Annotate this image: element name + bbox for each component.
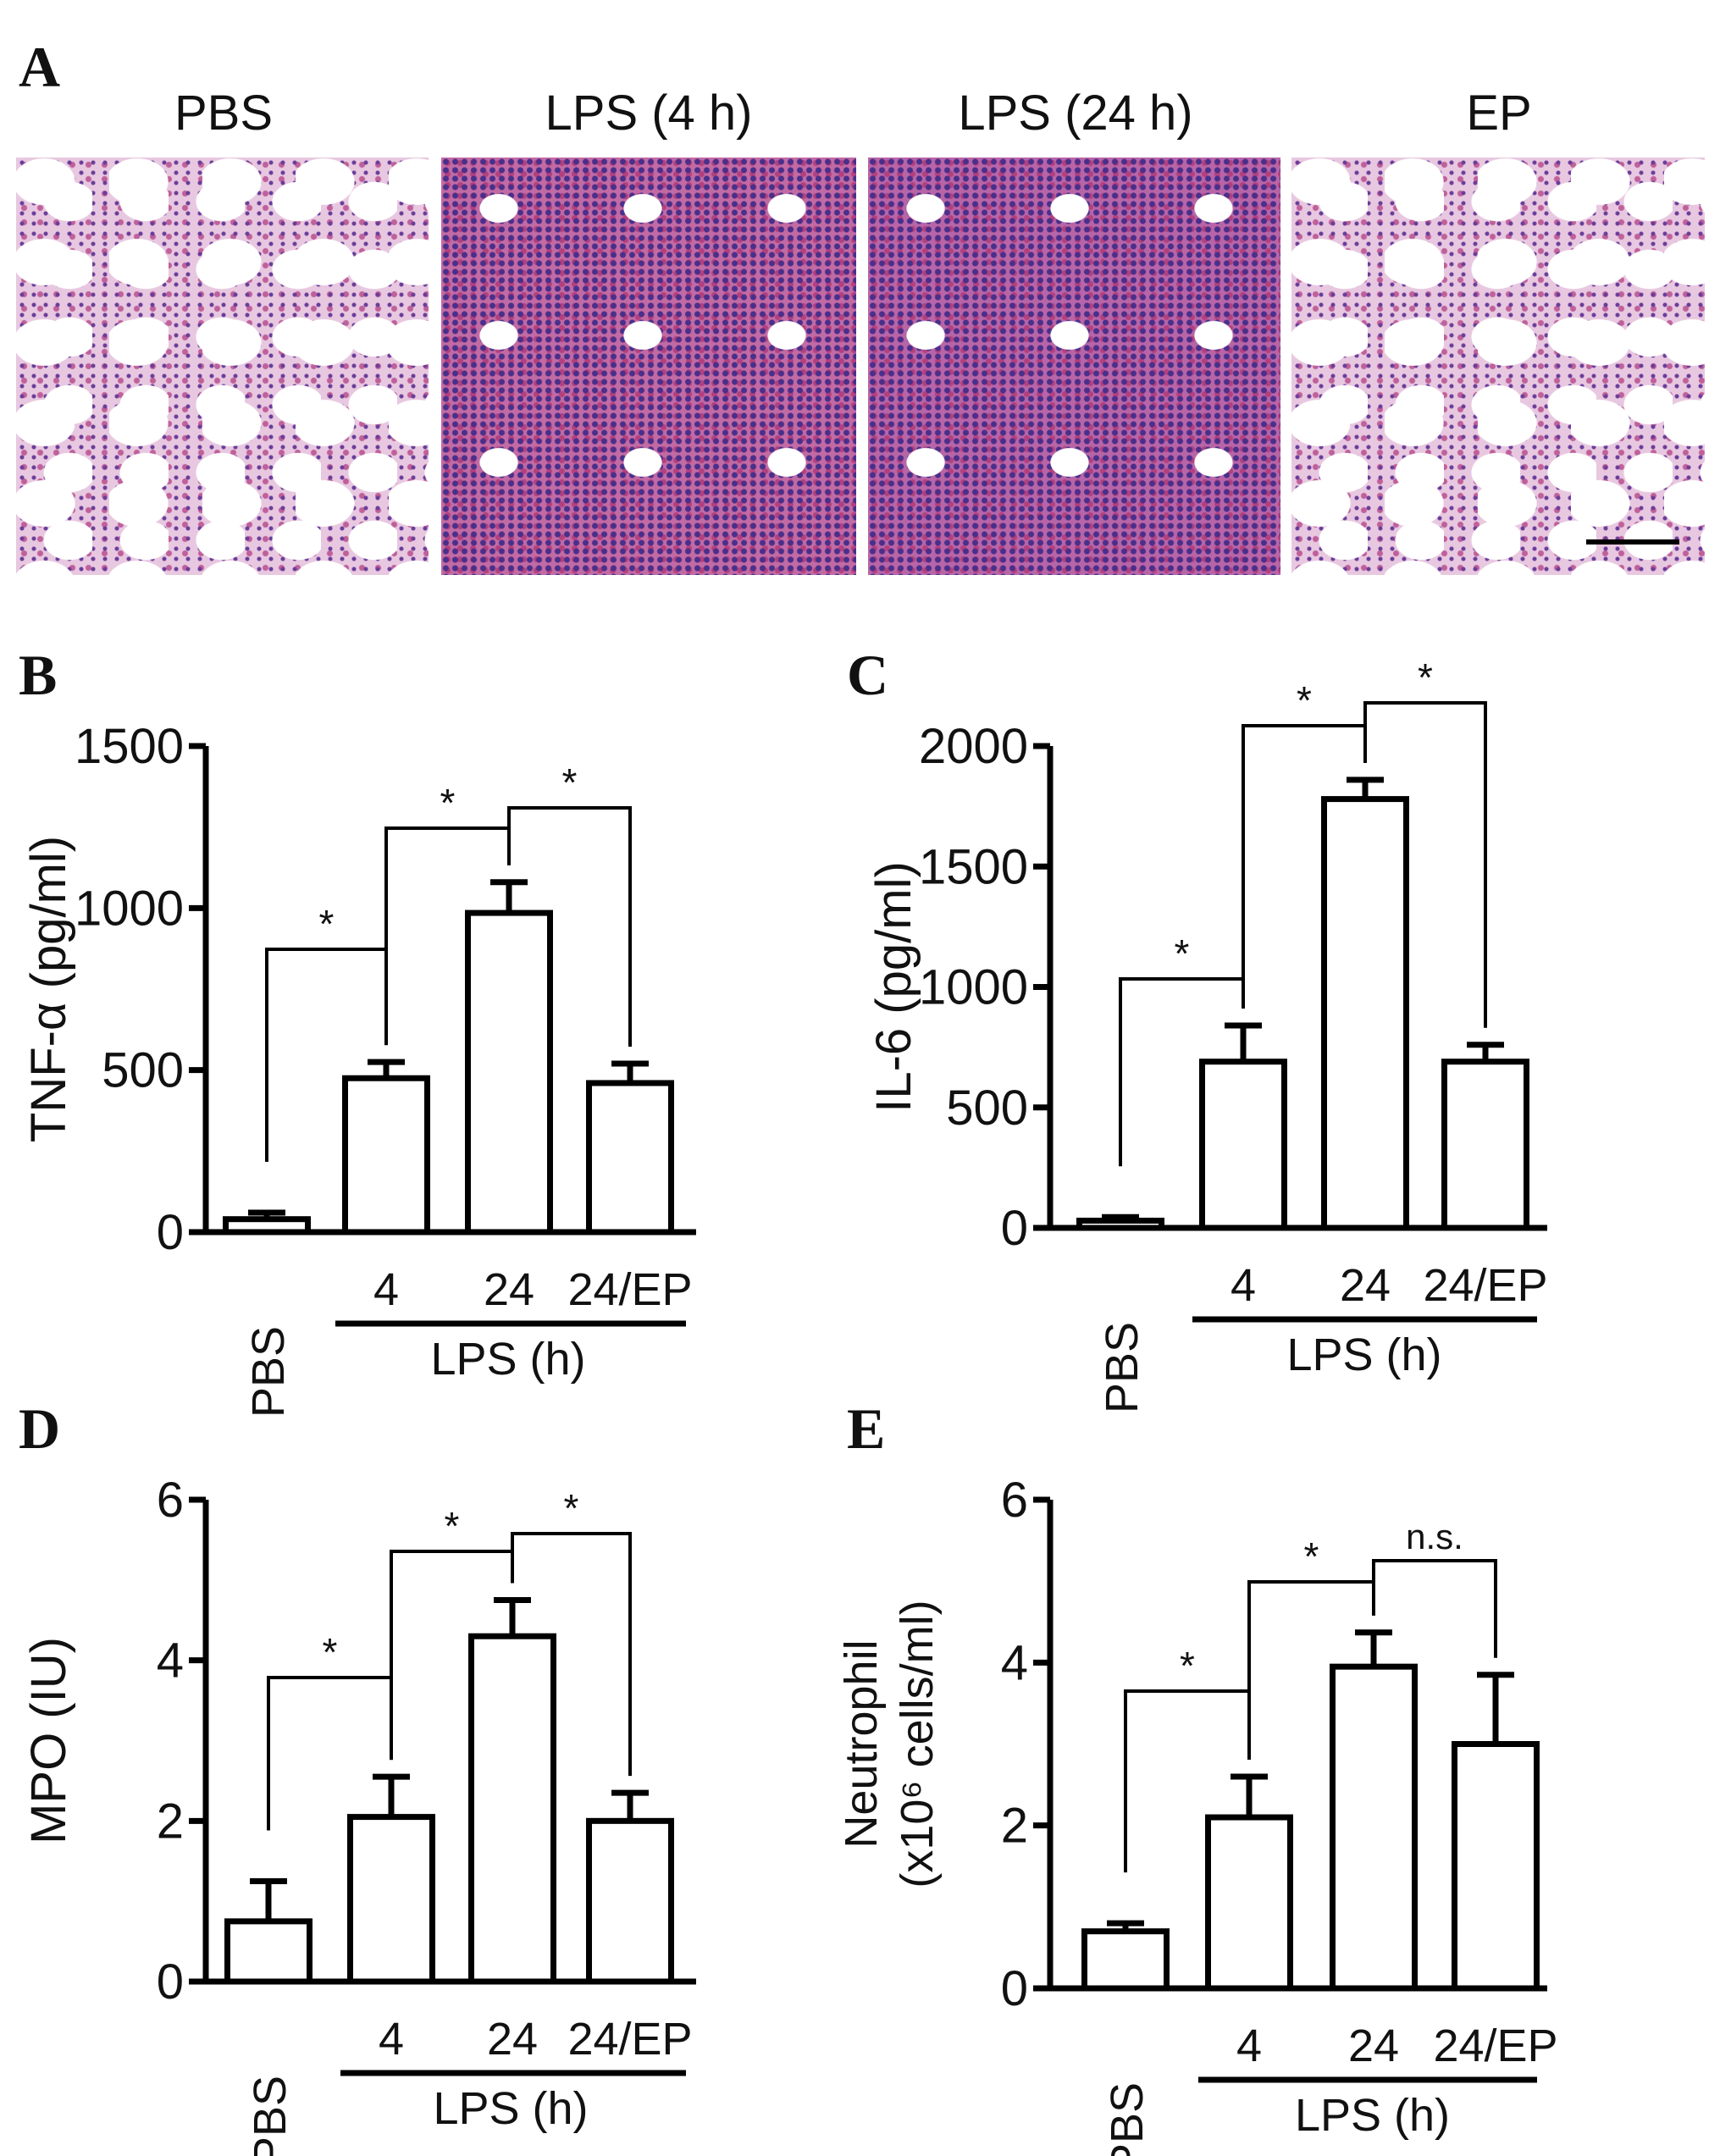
x-label-24-ep: 24/EP (567, 1264, 692, 1315)
group-label-lps: LPS (h) (433, 2083, 588, 2134)
significance-label: * (445, 1504, 460, 1548)
y-axis-label: MPO (IU) (21, 1637, 76, 1844)
y-tick-label: 1500 (919, 839, 1028, 894)
x-label-pbs: PBS (243, 1326, 294, 1418)
x-label-4: 4 (373, 1264, 399, 1315)
histology-image-lps-4h (441, 158, 856, 575)
significance-label: * (1175, 932, 1190, 976)
y-tick-label: 0 (1001, 1961, 1028, 2016)
x-label-24-ep: 24/EP (1433, 2021, 1557, 2071)
significance-label: * (1180, 1644, 1195, 1688)
bar-24 (1321, 796, 1409, 1231)
significance-bracket (1372, 1559, 1497, 1658)
x-label-4: 4 (379, 2014, 404, 2065)
histology-image-pbs (16, 158, 429, 575)
x-label-4: 4 (1231, 1260, 1256, 1311)
panel-label-c: C (847, 643, 888, 707)
x-label-24: 24 (487, 2014, 538, 2065)
significance-label: * (564, 1486, 579, 1530)
significance-label: * (440, 781, 456, 825)
y-tick-label: 1000 (75, 881, 184, 936)
group-label-lps: LPS (h) (1286, 1330, 1441, 1380)
histology-title-ep: EP (1466, 86, 1532, 141)
bar-pbs (1076, 1217, 1164, 1231)
y-axis-label: IL-6 (pg/ml) (866, 861, 921, 1113)
bar-pbs (224, 1918, 312, 1985)
significance-bracket (267, 1676, 393, 1831)
bar-4 (1199, 1059, 1287, 1231)
panel-label-a: A (19, 35, 61, 99)
bar-pbs (223, 1216, 311, 1236)
y-tick-label: 1500 (75, 719, 184, 774)
y-axis-label-units: (x10⁶ cells/ml) (892, 1600, 943, 1888)
significance-label: * (323, 1630, 338, 1674)
y-tick-label: 6 (1001, 1473, 1028, 1528)
significance-label: n.s. (1406, 1517, 1463, 1556)
histology-image-lps-24h (868, 158, 1280, 575)
bar-24 (1330, 1663, 1418, 1992)
y-tick-label: 4 (1001, 1635, 1028, 1690)
significance-label: * (562, 760, 578, 804)
x-label-24: 24 (484, 1264, 534, 1315)
group-label-lps: LPS (h) (430, 1334, 585, 1385)
bar-24-ep (1452, 1741, 1540, 1992)
y-tick-label: 4 (157, 1634, 184, 1689)
significance-bracket (507, 806, 632, 1048)
bar-4 (1205, 1814, 1293, 1992)
significance-label: * (1418, 655, 1433, 699)
bar-24 (465, 909, 553, 1236)
histology-title-pbs: PBS (174, 86, 274, 141)
x-label-pbs: PBS (245, 2076, 296, 2156)
bar-4 (347, 1814, 435, 1985)
bar-4 (342, 1075, 430, 1236)
x-label-pbs: PBS (1097, 1322, 1148, 1413)
histology-title-lps-4h: LPS (4 h) (545, 86, 753, 141)
bar-24-ep (586, 1080, 674, 1236)
y-tick-label: 2 (157, 1794, 184, 1849)
x-label-24-ep: 24/EP (1423, 1260, 1547, 1311)
x-label-pbs: PBS (1102, 2082, 1153, 2156)
x-label-24: 24 (1348, 2021, 1399, 2071)
y-tick-label: 6 (157, 1473, 184, 1528)
y-tick-label: 0 (1001, 1201, 1028, 1256)
scale-bar (1586, 539, 1679, 545)
x-label-24: 24 (1340, 1260, 1391, 1311)
bar-24 (468, 1633, 556, 1985)
significance-label: * (319, 902, 335, 946)
y-axis-label: TNF-α (pg/ml) (21, 836, 76, 1142)
significance-bracket (511, 1532, 632, 1777)
y-axis-label: Neutrophil (836, 1639, 887, 1848)
significance-label: * (1304, 1534, 1319, 1578)
significance-label: * (1297, 678, 1312, 722)
bar-24-ep (586, 1817, 674, 1985)
y-tick-label: 500 (946, 1081, 1028, 1136)
histology-image-ep (1291, 158, 1705, 575)
y-tick-label: 1000 (919, 960, 1028, 1015)
panel-label-b: B (19, 643, 57, 707)
panel-label-e: E (847, 1396, 885, 1461)
y-tick-label: 0 (157, 1205, 184, 1260)
bar-pbs (1081, 1928, 1170, 1992)
bar-24-ep (1441, 1059, 1529, 1231)
histology-title-lps-24h: LPS (24 h) (958, 86, 1193, 141)
y-tick-label: 2000 (919, 719, 1028, 774)
group-label-lps: LPS (h) (1295, 2090, 1450, 2141)
y-tick-label: 0 (157, 1954, 184, 2010)
x-label-4: 4 (1236, 2021, 1262, 2071)
y-tick-label: 500 (102, 1043, 184, 1098)
x-label-24-ep: 24/EP (567, 2014, 692, 2065)
panel-label-d: D (19, 1396, 60, 1461)
significance-bracket (1363, 701, 1487, 1028)
y-tick-label: 2 (1001, 1799, 1028, 1854)
